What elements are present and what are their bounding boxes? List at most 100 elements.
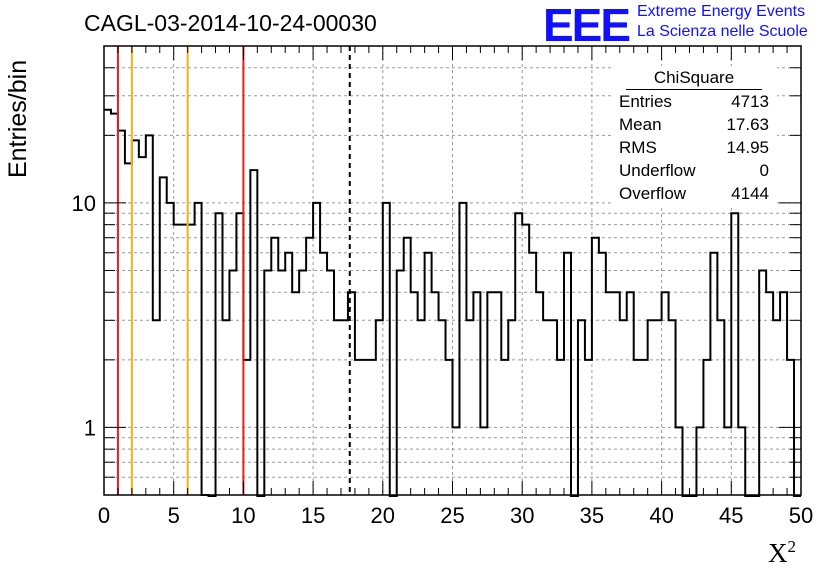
- histogram-bin: [738, 427, 745, 495]
- histogram-bin: [404, 238, 411, 495]
- histogram-bin: [578, 320, 585, 495]
- histogram-bin: [676, 427, 683, 495]
- histogram-bin: [299, 271, 306, 496]
- histogram-bin: [320, 253, 327, 495]
- histogram-bin: [188, 225, 195, 495]
- x-tick-label: 5: [168, 503, 180, 528]
- histogram-bin: [529, 253, 536, 495]
- histogram-bin: [174, 225, 181, 495]
- histogram-bin: [773, 320, 780, 495]
- stats-row: RMS 14.95: [611, 136, 777, 159]
- histogram-bin: [592, 238, 599, 495]
- stats-label: Overflow: [619, 184, 687, 203]
- histogram-bin: [306, 238, 313, 495]
- stats-box: ChiSquare Entries 4713 Mean 17.63 RMS 14…: [611, 66, 777, 205]
- histogram-bin: [466, 320, 473, 495]
- stats-value: 14.95: [726, 138, 769, 157]
- histogram-bin: [669, 320, 676, 495]
- y-axis-label: Entries/bin: [4, 59, 32, 178]
- stats-row: Overflow 4144: [611, 182, 777, 205]
- histogram-bin: [139, 157, 146, 495]
- histogram-bin: [557, 360, 564, 495]
- histogram-bin: [264, 271, 271, 496]
- histogram-bin: [222, 320, 229, 495]
- stats-row: Entries 4713: [611, 90, 777, 113]
- histogram-bin: [425, 253, 432, 495]
- histogram-bin: [703, 360, 710, 495]
- histogram-bin: [550, 320, 557, 495]
- histogram-bin: [181, 225, 188, 495]
- histogram-bin: [696, 427, 703, 495]
- histogram-bin: [780, 292, 787, 495]
- x-tick-label: 40: [649, 503, 673, 528]
- histogram-bin: [536, 292, 543, 495]
- x-tick-label: 25: [440, 503, 464, 528]
- stats-label: Underflow: [619, 161, 696, 180]
- histogram-bin: [236, 213, 243, 495]
- histogram-bin: [271, 238, 278, 495]
- reference-lines: [116, 46, 351, 495]
- histogram-bin: [641, 360, 648, 495]
- histogram-bin: [153, 320, 160, 495]
- histogram-bin: [522, 225, 529, 495]
- histogram-bin: [634, 360, 641, 495]
- histogram-bin: [250, 170, 257, 495]
- histogram-bin: [655, 320, 662, 495]
- histogram-bin: [543, 320, 550, 495]
- histogram-bin: [627, 292, 634, 495]
- histogram-bin: [285, 253, 292, 495]
- stats-label: Entries: [619, 92, 672, 111]
- histogram-bin: [418, 320, 425, 495]
- histogram-bin: [446, 360, 453, 495]
- histogram-bin: [167, 203, 174, 495]
- histogram-bin: [278, 271, 285, 496]
- histogram-bin: [515, 213, 522, 495]
- histogram-bin: [766, 292, 773, 495]
- histogram-bin: [243, 360, 250, 495]
- histogram-bin: [125, 163, 132, 495]
- histogram-bin: [376, 320, 383, 495]
- histogram-bin: [480, 427, 487, 495]
- histogram-bin: [606, 292, 613, 495]
- histogram-bin: [411, 292, 418, 495]
- histogram-bin: [487, 292, 494, 495]
- x-tick-label: 30: [510, 503, 534, 528]
- histogram-bin: [383, 203, 390, 495]
- histogram-bin: [195, 203, 202, 495]
- histogram-bin: [564, 253, 571, 495]
- x-tick-label: 45: [719, 503, 743, 528]
- stats-row: Underflow 0: [611, 159, 777, 182]
- x-tick-label: 50: [789, 503, 813, 528]
- eee-logo-icon: EEE: [543, 0, 631, 51]
- histogram-bin: [146, 135, 153, 495]
- histogram-bin: [731, 213, 738, 495]
- histogram-bin: [397, 271, 404, 496]
- histogram-bin: [432, 292, 439, 495]
- x-tick-label: 35: [580, 503, 604, 528]
- x-tick-label: 15: [301, 503, 325, 528]
- histogram-bin: [132, 140, 139, 495]
- histogram-bin: [362, 360, 369, 495]
- stats-title: ChiSquare: [626, 66, 762, 90]
- histogram-bin: [118, 131, 125, 495]
- histogram-bin: [292, 292, 299, 495]
- x-tick-label: 0: [98, 503, 110, 528]
- histogram-bin: [439, 320, 446, 495]
- stats-value: 17.63: [726, 115, 769, 134]
- histogram-bin: [473, 292, 480, 495]
- histogram-bin: [334, 320, 341, 495]
- axis-ticks: [103, 45, 802, 496]
- x-axis-label-base: X: [768, 538, 788, 568]
- histogram-bin: [710, 253, 717, 495]
- histogram-bin: [724, 427, 731, 495]
- stats-label: RMS: [619, 138, 657, 157]
- x-tick-label: 10: [231, 503, 255, 528]
- histogram-bin: [216, 213, 223, 495]
- logo-text-line1: Extreme Energy Events: [637, 3, 806, 20]
- stats-value: 4713: [731, 92, 769, 111]
- histogram-bin: [599, 253, 606, 495]
- histogram-bin: [453, 427, 460, 495]
- stats-value: 4144: [731, 184, 769, 203]
- y-tick-label: 1: [84, 415, 96, 440]
